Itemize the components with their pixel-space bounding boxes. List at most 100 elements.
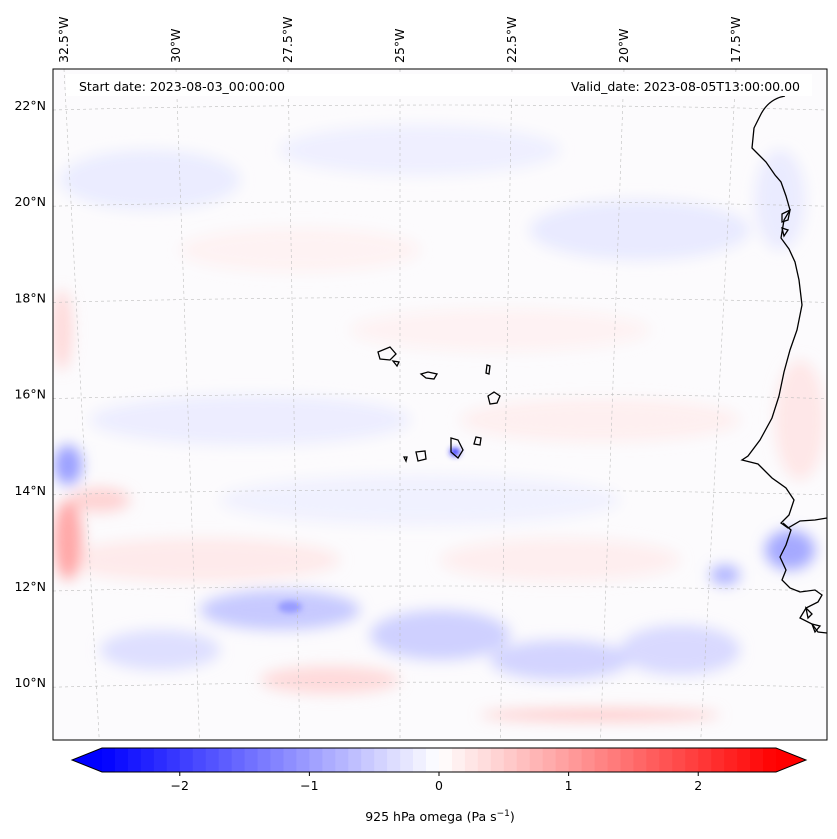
colorbar-tick-label: 0 xyxy=(435,778,443,793)
colorbar-cell xyxy=(244,748,259,772)
colorbar-cell xyxy=(711,748,725,772)
colorbar-extend-min xyxy=(72,748,102,772)
valid-date-label: Valid_date: 2023-08-05T13:00:00.00 xyxy=(571,79,800,94)
latitude-gridline xyxy=(53,104,827,111)
colorbar-cell xyxy=(114,748,129,772)
colorbar-cells xyxy=(72,748,806,772)
colorbar-cell xyxy=(568,748,583,772)
latitude-gridline xyxy=(53,489,827,496)
island-maio xyxy=(473,436,482,446)
colorbar-label: 925 hPa omega (Pa s−1) xyxy=(365,809,515,824)
colorbar-tick-label: −2 xyxy=(171,778,189,793)
colorbar-cell xyxy=(581,748,596,772)
longitude-gridline xyxy=(600,69,625,740)
colorbar-cell xyxy=(283,748,298,772)
longitude-labels: 32.5°W 30°W 27.5°W 25°W 22.5°W 20°W 17.5°W xyxy=(56,17,743,63)
colorbar-cell xyxy=(400,748,414,772)
latitude-gridline xyxy=(53,585,827,592)
colorbar-cell xyxy=(192,748,207,772)
longitude-label: 32.5°W xyxy=(56,17,71,63)
latitude-label: 14°N xyxy=(14,483,46,498)
island-brava xyxy=(402,456,408,463)
colorbar-cell xyxy=(607,748,622,772)
longitude-label: 25°W xyxy=(392,28,407,63)
colorbar-cell xyxy=(205,748,220,772)
latitude-label: 20°N xyxy=(14,194,46,209)
colorbar-cell xyxy=(140,748,155,772)
longitude-label: 17.5°W xyxy=(728,17,743,63)
colorbar-cell xyxy=(296,748,310,772)
latitude-gridline xyxy=(53,200,827,207)
colorbar-cell xyxy=(620,748,635,772)
colorbar-cell xyxy=(270,748,285,772)
colorbar-cell xyxy=(542,748,557,772)
colorbar-cell xyxy=(439,748,453,772)
colorbar-tick-label: −1 xyxy=(300,778,318,793)
colorbar-ticks: −2 −1 0 1 2 xyxy=(171,772,702,793)
colorbar-cell xyxy=(257,748,272,772)
colorbar-cell xyxy=(426,748,440,772)
longitude-label: 30°W xyxy=(168,28,183,63)
colorbar-cell xyxy=(594,748,609,772)
colorbar-outline xyxy=(70,747,808,773)
omega-field xyxy=(53,125,825,721)
colorbar-cell xyxy=(646,748,660,772)
coastal-island xyxy=(810,623,822,634)
map-frame xyxy=(52,68,828,741)
latitude-gridline xyxy=(53,681,827,688)
colorbar-cell xyxy=(322,748,336,772)
island-boa-vista xyxy=(487,391,501,405)
colorbar-cell xyxy=(750,748,764,772)
colorbar-cell xyxy=(490,748,505,772)
longitude-gridline xyxy=(700,69,737,740)
colorbar-cell xyxy=(127,748,142,772)
island-sao-nicolau xyxy=(419,371,439,380)
colorbar-cell xyxy=(672,748,686,772)
map-panel: Start date: 2023-08-03_00:00:00 Valid_da… xyxy=(52,68,828,741)
colorbar-cell xyxy=(413,748,427,772)
longitude-label: 20°W xyxy=(616,28,631,63)
colorbar-cell xyxy=(218,748,233,772)
colorbar-cell xyxy=(503,748,518,772)
longitude-gridline xyxy=(287,69,301,740)
colorbar-cell xyxy=(464,748,479,772)
island-sal xyxy=(485,364,491,375)
graticule xyxy=(53,69,827,740)
colorbar-cell xyxy=(698,748,712,772)
start-date-label: Start date: 2023-08-03_00:00:00 xyxy=(79,79,285,94)
longitude-label: 27.5°W xyxy=(280,17,295,63)
coastal-island xyxy=(781,208,791,223)
longitude-label: 22.5°W xyxy=(504,17,519,63)
latitude-labels: 22°N 20°N 18°N 16°N 14°N 12°N 10°N xyxy=(14,98,46,690)
colorbar-cell xyxy=(685,748,699,772)
latitude-label: 16°N xyxy=(14,387,46,402)
colorbar-cell xyxy=(529,748,544,772)
colorbar: −2 −1 0 1 2 925 hPa omega (Pa s−1) xyxy=(70,747,808,824)
colorbar-cell xyxy=(516,748,531,772)
colorbar-cell xyxy=(555,748,570,772)
coastlines xyxy=(377,95,827,634)
colorbar-cell xyxy=(763,748,777,772)
latitude-label: 12°N xyxy=(14,579,46,594)
colorbar-cell xyxy=(361,748,375,772)
coastal-island xyxy=(804,606,813,620)
colorbar-cell xyxy=(477,748,492,772)
colorbar-cell xyxy=(374,748,388,772)
island-santiago xyxy=(450,437,464,459)
colorbar-cell xyxy=(387,748,401,772)
colorbar-cell xyxy=(451,748,466,772)
colorbar-cell xyxy=(153,748,168,772)
longitude-gridline xyxy=(499,69,513,740)
colorbar-cell xyxy=(102,748,116,772)
colorbar-cell xyxy=(166,748,181,772)
longitude-gridline xyxy=(63,69,100,740)
island-fogo xyxy=(415,450,427,462)
latitude-label: 22°N xyxy=(14,98,46,113)
latitude-label: 18°N xyxy=(14,290,46,305)
colorbar-cell xyxy=(309,748,323,772)
colorbar-cell xyxy=(724,748,738,772)
island-sao-vicente xyxy=(391,360,400,368)
latitude-gridline xyxy=(53,393,827,399)
colorbar-tick-label: 2 xyxy=(694,778,702,793)
latitude-label: 10°N xyxy=(14,675,46,690)
